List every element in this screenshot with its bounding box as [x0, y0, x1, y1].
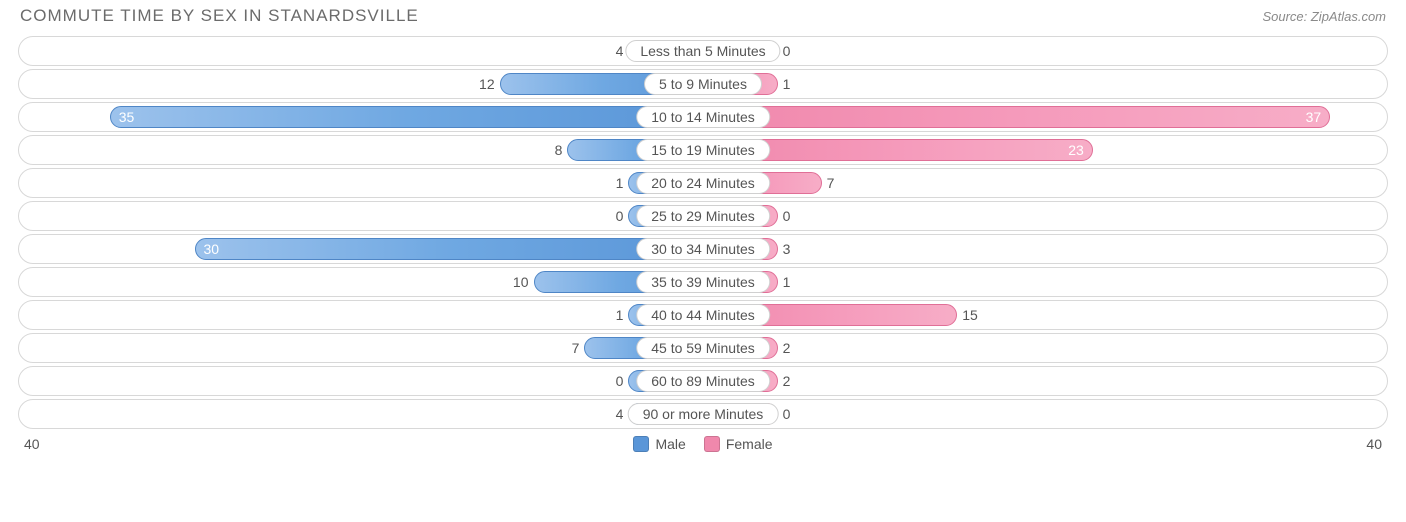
male-value: 30 — [204, 241, 220, 257]
female-value: 0 — [783, 406, 791, 422]
category-label: 25 to 29 Minutes — [636, 205, 770, 227]
chart-source: Source: ZipAtlas.com — [1262, 9, 1386, 24]
chart-body: 40Less than 5 Minutes1215 to 9 Minutes35… — [0, 32, 1406, 429]
chart-row: 8 23 15 to 19 Minutes — [18, 135, 1388, 165]
female-bar: 37 — [703, 106, 1330, 128]
male-value: 4 — [616, 43, 624, 59]
chart-footer: 40 Male Female 40 — [0, 432, 1406, 452]
female-value: 2 — [783, 340, 791, 356]
axis-max-left: 40 — [24, 436, 40, 452]
male-value: 7 — [572, 340, 580, 356]
category-label: 15 to 19 Minutes — [636, 139, 770, 161]
female-value: 2 — [783, 373, 791, 389]
female-value: 37 — [1306, 109, 1322, 125]
male-bar: 35 — [110, 106, 703, 128]
legend-item-male: Male — [633, 436, 685, 452]
female-value: 3 — [783, 241, 791, 257]
category-label: 60 to 89 Minutes — [636, 370, 770, 392]
chart-row: 10 1 35 to 39 Minutes — [18, 267, 1388, 297]
male-swatch-icon — [633, 436, 649, 452]
male-value: 0 — [616, 373, 624, 389]
legend-item-female: Female — [704, 436, 773, 452]
female-value: 7 — [827, 175, 835, 191]
female-value: 1 — [783, 76, 791, 92]
male-value: 1 — [616, 307, 624, 323]
category-label: 5 to 9 Minutes — [644, 73, 762, 95]
chart-title: COMMUTE TIME BY SEX IN STANARDSVILLE — [20, 6, 419, 26]
chart-row: 7 2 45 to 59 Minutes — [18, 333, 1388, 363]
chart-row: 1 7 20 to 24 Minutes — [18, 168, 1388, 198]
axis-max-right: 40 — [1366, 436, 1382, 452]
female-value: 1 — [783, 274, 791, 290]
category-label: 45 to 59 Minutes — [636, 337, 770, 359]
female-value: 15 — [962, 307, 978, 323]
chart-row: 12 1 5 to 9 Minutes — [18, 69, 1388, 99]
chart-row: 30 3 30 to 34 Minutes — [18, 234, 1388, 264]
male-bar: 30 — [195, 238, 704, 260]
chart-header: COMMUTE TIME BY SEX IN STANARDSVILLE Sou… — [0, 0, 1406, 32]
male-value: 10 — [513, 274, 529, 290]
female-value: 23 — [1068, 142, 1084, 158]
male-value: 12 — [479, 76, 495, 92]
category-label: 90 or more Minutes — [628, 403, 779, 425]
male-value: 1 — [616, 175, 624, 191]
female-value: 0 — [783, 43, 791, 59]
category-label: Less than 5 Minutes — [625, 40, 780, 62]
male-value: 35 — [119, 109, 135, 125]
category-label: 35 to 39 Minutes — [636, 271, 770, 293]
category-label: 20 to 24 Minutes — [636, 172, 770, 194]
female-value: 0 — [783, 208, 791, 224]
category-label: 30 to 34 Minutes — [636, 238, 770, 260]
category-label: 40 to 44 Minutes — [636, 304, 770, 326]
chart-row: 1 15 40 to 44 Minutes — [18, 300, 1388, 330]
male-value: 4 — [616, 406, 624, 422]
chart-row: 35 37 10 to 14 Minutes — [18, 102, 1388, 132]
chart-row: 0 2 60 to 89 Minutes — [18, 366, 1388, 396]
category-label: 10 to 14 Minutes — [636, 106, 770, 128]
legend-label-female: Female — [726, 436, 773, 452]
male-value: 8 — [555, 142, 563, 158]
female-swatch-icon — [704, 436, 720, 452]
male-value: 0 — [616, 208, 624, 224]
chart-row: 0 0 25 to 29 Minutes — [18, 201, 1388, 231]
chart-row: 4 0Less than 5 Minutes — [18, 36, 1388, 66]
chart-row: 4 090 or more Minutes — [18, 399, 1388, 429]
legend: Male Female — [633, 436, 772, 452]
legend-label-male: Male — [655, 436, 685, 452]
